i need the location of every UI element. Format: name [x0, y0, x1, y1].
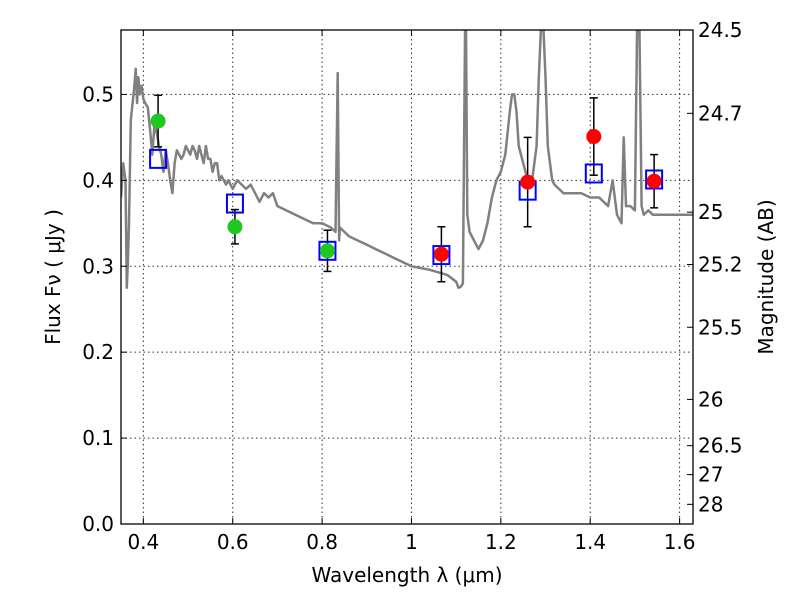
- data-point: [319, 243, 335, 259]
- y2-tick-label: 26: [698, 387, 723, 411]
- data-point: [227, 219, 243, 235]
- x-tick-label: 1.4: [574, 530, 606, 554]
- y-tick-label: 0.3: [82, 254, 114, 278]
- y2-tick-label: 25.5: [698, 315, 743, 339]
- y2-tick-label: 26.5: [698, 434, 743, 458]
- model-square: [149, 148, 168, 169]
- model-spectrum-line: [121, 30, 693, 289]
- model-square: [584, 163, 603, 184]
- y-tick-label: 0.4: [82, 168, 114, 192]
- y2-tick-label: 25.2: [698, 253, 743, 277]
- y-tick-label: 0.5: [82, 82, 114, 106]
- data-points: [150, 113, 662, 262]
- x-tick-label: 1: [405, 530, 418, 554]
- data-point: [433, 246, 449, 262]
- data-point: [150, 113, 166, 129]
- data-point: [520, 174, 536, 190]
- model-square: [225, 193, 244, 214]
- clip-group: [121, 30, 693, 289]
- y2-tick-label: 24.7: [698, 101, 743, 125]
- error-bars: [154, 94, 659, 283]
- y2-tick-labels: 24.5 24.7 25 25.2 25.5 26 26.5 27 28: [698, 18, 743, 516]
- x-tick-label: 1.6: [664, 530, 696, 554]
- model-square: [318, 240, 337, 261]
- y2-tick-label: 27: [698, 463, 723, 487]
- model-squares: [149, 148, 664, 266]
- y2-tick-label: 25: [698, 200, 723, 224]
- plot-frame: [120, 29, 694, 525]
- y-tick-label: 0.0: [82, 512, 114, 536]
- grid-lines: [121, 30, 693, 524]
- y-tick-label: 0.1: [82, 426, 114, 450]
- x-axis-label: Wavelength λ (μm): [311, 563, 502, 587]
- x-tick-label: 0.8: [306, 530, 338, 554]
- x-tick-labels: 0.4 0.6 0.8 1 1.2 1.4 1.6: [127, 530, 695, 554]
- data-point: [646, 173, 662, 189]
- y2-tick-label: 24.5: [698, 18, 743, 42]
- x-tick-label: 0.6: [217, 530, 249, 554]
- x-tick-label: 1.2: [485, 530, 517, 554]
- model-square: [432, 245, 451, 266]
- tick-marks: [121, 29, 693, 525]
- y-tick-label: 0.2: [82, 340, 114, 364]
- data-point: [586, 129, 602, 145]
- x-tick-label: 0.4: [127, 530, 159, 554]
- y2-axis-label: Magnitude (AB): [754, 199, 778, 354]
- y-axis-label: Flux Fν ( μJy ): [41, 209, 65, 345]
- y-tick-labels: 0.0 0.1 0.2 0.3 0.4 0.5: [82, 82, 114, 536]
- y2-tick-label: 28: [698, 492, 723, 516]
